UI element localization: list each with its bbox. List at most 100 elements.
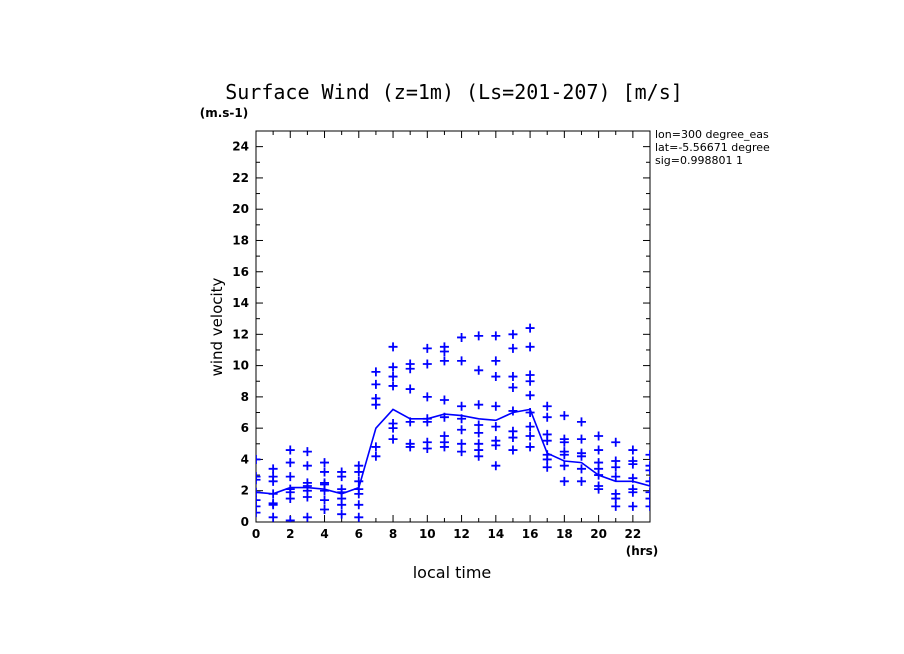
data-point <box>628 456 638 466</box>
x-tick-label: 6 <box>355 527 363 541</box>
data-point <box>457 332 467 342</box>
data-point <box>491 372 501 382</box>
data-point <box>439 431 449 441</box>
data-point <box>611 472 621 482</box>
data-point <box>268 472 278 482</box>
data-point <box>576 417 586 427</box>
data-point <box>268 512 278 522</box>
data-point <box>256 472 261 482</box>
y-tick-label: 6 <box>241 421 249 435</box>
data-point <box>559 461 569 471</box>
data-point <box>508 329 518 339</box>
plot-series <box>256 323 650 522</box>
data-point <box>371 451 381 461</box>
data-point <box>320 478 330 488</box>
data-point <box>422 359 432 369</box>
data-point <box>542 429 552 439</box>
data-point <box>457 447 467 457</box>
data-point <box>371 367 381 377</box>
data-point <box>320 458 330 468</box>
data-point <box>474 428 484 438</box>
data-point <box>422 437 432 447</box>
x-tick-label: 10 <box>419 527 436 541</box>
data-point <box>337 467 347 477</box>
data-point <box>302 478 312 488</box>
data-point <box>508 343 518 353</box>
data-point <box>628 501 638 511</box>
y-unit-label: (m.s-1) <box>200 106 249 120</box>
y-tick-label: 18 <box>232 233 249 247</box>
data-point <box>457 401 467 411</box>
data-point <box>474 365 484 375</box>
data-point <box>525 442 535 452</box>
data-point <box>302 461 312 471</box>
data-point <box>542 462 552 472</box>
x-tick-label: 2 <box>286 527 294 541</box>
data-point <box>645 501 650 511</box>
plot-frame <box>255 130 651 523</box>
data-point <box>320 504 330 514</box>
data-point <box>628 445 638 455</box>
x-tick-label: 20 <box>590 527 607 541</box>
data-point <box>457 439 467 449</box>
data-point <box>439 356 449 366</box>
data-point <box>256 508 261 518</box>
data-point <box>256 454 261 464</box>
data-point <box>285 515 295 522</box>
data-point <box>559 447 569 457</box>
data-point <box>559 476 569 486</box>
data-point <box>525 390 535 400</box>
data-point <box>405 359 415 369</box>
y-tick-label: 12 <box>232 327 249 341</box>
data-point <box>525 323 535 333</box>
data-point <box>285 445 295 455</box>
y-tick-label: 24 <box>232 140 249 154</box>
data-point <box>491 401 501 411</box>
data-point <box>645 465 650 475</box>
data-point <box>474 331 484 341</box>
y-tick-label: 0 <box>241 515 249 529</box>
data-point <box>354 512 364 522</box>
data-point <box>320 495 330 505</box>
data-point <box>302 447 312 457</box>
data-point <box>508 406 518 416</box>
data-point <box>645 461 650 471</box>
data-point <box>439 342 449 352</box>
x-tick-label: 4 <box>320 527 328 541</box>
data-point <box>285 472 295 482</box>
data-point <box>474 400 484 410</box>
data-point <box>388 372 398 382</box>
data-point <box>611 501 621 511</box>
data-point <box>645 476 650 486</box>
data-point <box>491 436 501 446</box>
x-tick-label: 16 <box>522 527 539 541</box>
data-point <box>594 431 604 441</box>
y-tick-label: 22 <box>232 171 249 185</box>
data-point <box>508 445 518 455</box>
data-point <box>354 476 364 486</box>
data-point <box>320 467 330 477</box>
data-point <box>611 489 621 499</box>
data-point <box>285 458 295 468</box>
data-point <box>508 372 518 382</box>
data-point <box>371 379 381 389</box>
data-point <box>542 412 552 422</box>
data-point <box>256 475 261 485</box>
data-point <box>354 461 364 471</box>
data-point <box>337 509 347 519</box>
y-tick-label: 10 <box>232 359 249 373</box>
y-tick-label: 20 <box>232 202 249 216</box>
data-point <box>594 445 604 455</box>
x-tick-label: 8 <box>389 527 397 541</box>
y-tick-label: 4 <box>241 452 249 466</box>
data-point <box>611 456 621 466</box>
y-tick-label: 8 <box>241 390 249 404</box>
data-point <box>457 356 467 366</box>
y-tick-label: 14 <box>232 296 249 310</box>
y-tick-label: 2 <box>241 484 249 498</box>
plot-area <box>256 323 650 522</box>
info-sig: sig=0.998801 1 <box>655 154 743 167</box>
data-point <box>422 392 432 402</box>
